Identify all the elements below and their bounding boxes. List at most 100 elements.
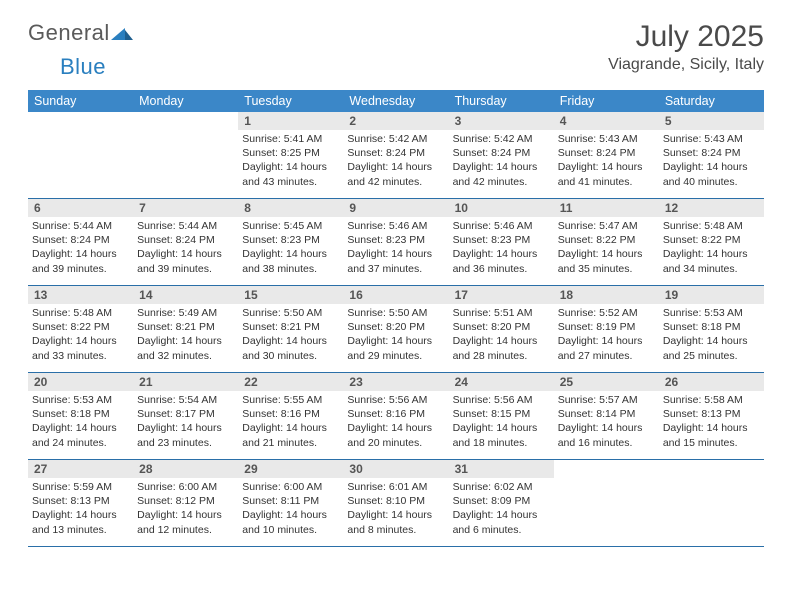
calendar-week-row: 27Sunrise: 5:59 AMSunset: 8:13 PMDayligh…: [28, 460, 764, 547]
day-number: 18: [554, 286, 659, 304]
calendar-day-cell: 5Sunrise: 5:43 AMSunset: 8:24 PMDaylight…: [659, 112, 764, 199]
day-number: 23: [343, 373, 448, 391]
calendar-day-cell: 14Sunrise: 5:49 AMSunset: 8:21 PMDayligh…: [133, 286, 238, 373]
calendar-day-cell: 31Sunrise: 6:02 AMSunset: 8:09 PMDayligh…: [449, 460, 554, 547]
calendar-week-row: 1Sunrise: 5:41 AMSunset: 8:25 PMDaylight…: [28, 112, 764, 199]
calendar-day-cell: 28Sunrise: 6:00 AMSunset: 8:12 PMDayligh…: [133, 460, 238, 547]
day-info: Sunrise: 5:48 AMSunset: 8:22 PMDaylight:…: [28, 304, 133, 367]
calendar-day-cell: 15Sunrise: 5:50 AMSunset: 8:21 PMDayligh…: [238, 286, 343, 373]
calendar-day-cell: 12Sunrise: 5:48 AMSunset: 8:22 PMDayligh…: [659, 199, 764, 286]
day-number: 14: [133, 286, 238, 304]
day-number: 29: [238, 460, 343, 478]
day-info: Sunrise: 5:44 AMSunset: 8:24 PMDaylight:…: [28, 217, 133, 280]
day-number: 5: [659, 112, 764, 130]
day-info: Sunrise: 5:57 AMSunset: 8:14 PMDaylight:…: [554, 391, 659, 454]
weekday-header-row: SundayMondayTuesdayWednesdayThursdayFrid…: [28, 90, 764, 112]
day-number: 25: [554, 373, 659, 391]
day-info: Sunrise: 5:53 AMSunset: 8:18 PMDaylight:…: [659, 304, 764, 367]
calendar-day-cell: 2Sunrise: 5:42 AMSunset: 8:24 PMDaylight…: [343, 112, 448, 199]
day-info: Sunrise: 5:44 AMSunset: 8:24 PMDaylight:…: [133, 217, 238, 280]
weekday-header: Tuesday: [238, 90, 343, 112]
day-info: Sunrise: 5:43 AMSunset: 8:24 PMDaylight:…: [659, 130, 764, 193]
day-info: Sunrise: 6:00 AMSunset: 8:12 PMDaylight:…: [133, 478, 238, 541]
day-info: Sunrise: 5:56 AMSunset: 8:16 PMDaylight:…: [343, 391, 448, 454]
weekday-header: Wednesday: [343, 90, 448, 112]
day-number: 10: [449, 199, 554, 217]
day-info: Sunrise: 5:55 AMSunset: 8:16 PMDaylight:…: [238, 391, 343, 454]
day-number: 2: [343, 112, 448, 130]
day-info: Sunrise: 5:59 AMSunset: 8:13 PMDaylight:…: [28, 478, 133, 541]
calendar-day-cell: 22Sunrise: 5:55 AMSunset: 8:16 PMDayligh…: [238, 373, 343, 460]
logo-icon: [111, 20, 133, 46]
day-number: 27: [28, 460, 133, 478]
weekday-header: Saturday: [659, 90, 764, 112]
calendar-day-cell: 3Sunrise: 5:42 AMSunset: 8:24 PMDaylight…: [449, 112, 554, 199]
calendar-day-cell: 18Sunrise: 5:52 AMSunset: 8:19 PMDayligh…: [554, 286, 659, 373]
day-number: 3: [449, 112, 554, 130]
day-info: Sunrise: 5:51 AMSunset: 8:20 PMDaylight:…: [449, 304, 554, 367]
calendar-day-cell: 21Sunrise: 5:54 AMSunset: 8:17 PMDayligh…: [133, 373, 238, 460]
weekday-header: Monday: [133, 90, 238, 112]
day-number: 22: [238, 373, 343, 391]
day-info: Sunrise: 5:48 AMSunset: 8:22 PMDaylight:…: [659, 217, 764, 280]
calendar-day-cell: 23Sunrise: 5:56 AMSunset: 8:16 PMDayligh…: [343, 373, 448, 460]
day-info: Sunrise: 5:53 AMSunset: 8:18 PMDaylight:…: [28, 391, 133, 454]
logo-text-1: General: [28, 20, 110, 46]
day-number: 4: [554, 112, 659, 130]
day-number: 8: [238, 199, 343, 217]
day-info: Sunrise: 5:58 AMSunset: 8:13 PMDaylight:…: [659, 391, 764, 454]
calendar-day-cell: 6Sunrise: 5:44 AMSunset: 8:24 PMDaylight…: [28, 199, 133, 286]
calendar-day-cell: 13Sunrise: 5:48 AMSunset: 8:22 PMDayligh…: [28, 286, 133, 373]
calendar-day-cell: 7Sunrise: 5:44 AMSunset: 8:24 PMDaylight…: [133, 199, 238, 286]
logo: General: [28, 20, 134, 46]
day-number: 28: [133, 460, 238, 478]
calendar-day-cell: 16Sunrise: 5:50 AMSunset: 8:20 PMDayligh…: [343, 286, 448, 373]
calendar-day-cell: 9Sunrise: 5:46 AMSunset: 8:23 PMDaylight…: [343, 199, 448, 286]
calendar-table: SundayMondayTuesdayWednesdayThursdayFrid…: [28, 90, 764, 547]
calendar-day-cell: [554, 460, 659, 547]
day-info: Sunrise: 5:42 AMSunset: 8:24 PMDaylight:…: [343, 130, 448, 193]
day-info: Sunrise: 5:43 AMSunset: 8:24 PMDaylight:…: [554, 130, 659, 193]
calendar-week-row: 6Sunrise: 5:44 AMSunset: 8:24 PMDaylight…: [28, 199, 764, 286]
logo-line2: Blue: [28, 54, 764, 80]
day-info: Sunrise: 5:47 AMSunset: 8:22 PMDaylight:…: [554, 217, 659, 280]
day-number: 30: [343, 460, 448, 478]
calendar-day-cell: 17Sunrise: 5:51 AMSunset: 8:20 PMDayligh…: [449, 286, 554, 373]
day-number: 24: [449, 373, 554, 391]
day-number: 21: [133, 373, 238, 391]
calendar-week-row: 13Sunrise: 5:48 AMSunset: 8:22 PMDayligh…: [28, 286, 764, 373]
day-number: 11: [554, 199, 659, 217]
calendar-day-cell: 25Sunrise: 5:57 AMSunset: 8:14 PMDayligh…: [554, 373, 659, 460]
calendar-day-cell: 20Sunrise: 5:53 AMSunset: 8:18 PMDayligh…: [28, 373, 133, 460]
calendar-day-cell: 24Sunrise: 5:56 AMSunset: 8:15 PMDayligh…: [449, 373, 554, 460]
day-info: Sunrise: 5:46 AMSunset: 8:23 PMDaylight:…: [449, 217, 554, 280]
day-info: Sunrise: 5:56 AMSunset: 8:15 PMDaylight:…: [449, 391, 554, 454]
page-title: July 2025: [608, 20, 764, 54]
day-number: 13: [28, 286, 133, 304]
calendar-day-cell: [659, 460, 764, 547]
day-number: 1: [238, 112, 343, 130]
day-info: Sunrise: 5:45 AMSunset: 8:23 PMDaylight:…: [238, 217, 343, 280]
day-info: Sunrise: 5:49 AMSunset: 8:21 PMDaylight:…: [133, 304, 238, 367]
calendar-day-cell: 27Sunrise: 5:59 AMSunset: 8:13 PMDayligh…: [28, 460, 133, 547]
calendar-day-cell: 4Sunrise: 5:43 AMSunset: 8:24 PMDaylight…: [554, 112, 659, 199]
day-info: Sunrise: 5:50 AMSunset: 8:20 PMDaylight:…: [343, 304, 448, 367]
day-number: 15: [238, 286, 343, 304]
day-number: 19: [659, 286, 764, 304]
day-number: 7: [133, 199, 238, 217]
day-info: Sunrise: 6:02 AMSunset: 8:09 PMDaylight:…: [449, 478, 554, 541]
calendar-day-cell: 29Sunrise: 6:00 AMSunset: 8:11 PMDayligh…: [238, 460, 343, 547]
calendar-body: 1Sunrise: 5:41 AMSunset: 8:25 PMDaylight…: [28, 112, 764, 547]
day-number: 16: [343, 286, 448, 304]
calendar-week-row: 20Sunrise: 5:53 AMSunset: 8:18 PMDayligh…: [28, 373, 764, 460]
day-info: Sunrise: 5:41 AMSunset: 8:25 PMDaylight:…: [238, 130, 343, 193]
day-info: Sunrise: 5:50 AMSunset: 8:21 PMDaylight:…: [238, 304, 343, 367]
calendar-day-cell: 19Sunrise: 5:53 AMSunset: 8:18 PMDayligh…: [659, 286, 764, 373]
day-info: Sunrise: 5:42 AMSunset: 8:24 PMDaylight:…: [449, 130, 554, 193]
day-number: 12: [659, 199, 764, 217]
calendar-day-cell: 26Sunrise: 5:58 AMSunset: 8:13 PMDayligh…: [659, 373, 764, 460]
calendar-day-cell: [133, 112, 238, 199]
day-number: 17: [449, 286, 554, 304]
weekday-header: Sunday: [28, 90, 133, 112]
calendar-day-cell: 10Sunrise: 5:46 AMSunset: 8:23 PMDayligh…: [449, 199, 554, 286]
